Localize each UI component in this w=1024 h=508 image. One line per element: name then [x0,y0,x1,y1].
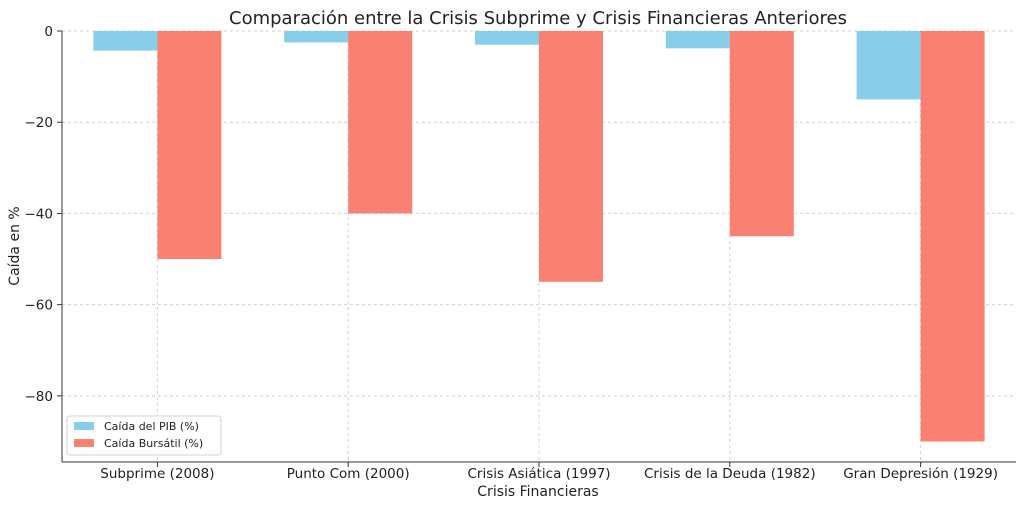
y-tick-label: −80 [25,389,54,405]
bar-stock-drop [729,31,794,237]
y-axis-label: Caída en % [7,206,23,285]
legend: Caída del PIB (%) Caída Bursátil (%) [66,415,222,456]
bar-stock-drop [920,31,985,442]
legend-label-stock: Caída Bursátil (%) [104,437,203,450]
bar-stock-drop [539,31,603,282]
legend-swatch-gdp [74,422,94,430]
bars [93,31,985,442]
legend-swatch-stock [74,439,94,447]
x-ticks: Subprime (2008) Punto Com (2000) Crisis As… [100,462,998,482]
x-tick-label: Crisis de la Deuda (1982) [644,466,816,482]
bar-gdp-drop [665,31,730,49]
x-tick-label: Gran Depresión (1929) [843,466,998,482]
legend-box [66,415,222,456]
bar-gdp-drop [284,31,349,43]
y-ticks: 0 −20 −40 −60 −80 [25,24,62,405]
bar-gdp-drop [93,31,158,51]
y-tick-label: 0 [44,24,53,40]
bar-stock-drop [348,31,413,214]
legend-label-gdp: Caída del PIB (%) [104,420,199,433]
y-tick-label: −40 [25,206,54,222]
bar-gdp-drop [475,31,539,45]
chart-title: Comparación entre la Crisis Subprime y C… [229,8,847,29]
y-tick-label: −20 [25,115,54,131]
x-tick-label: Subprime (2008) [100,466,214,482]
y-tick-label: −60 [25,298,54,314]
bar-stock-drop [157,31,222,260]
x-tick-label: Crisis Asiática (1997) [467,466,610,482]
x-axis-label: Crisis Financieras [477,484,598,500]
x-tick-label: Punto Com (2000) [287,466,410,482]
bar-gdp-drop [856,31,921,100]
